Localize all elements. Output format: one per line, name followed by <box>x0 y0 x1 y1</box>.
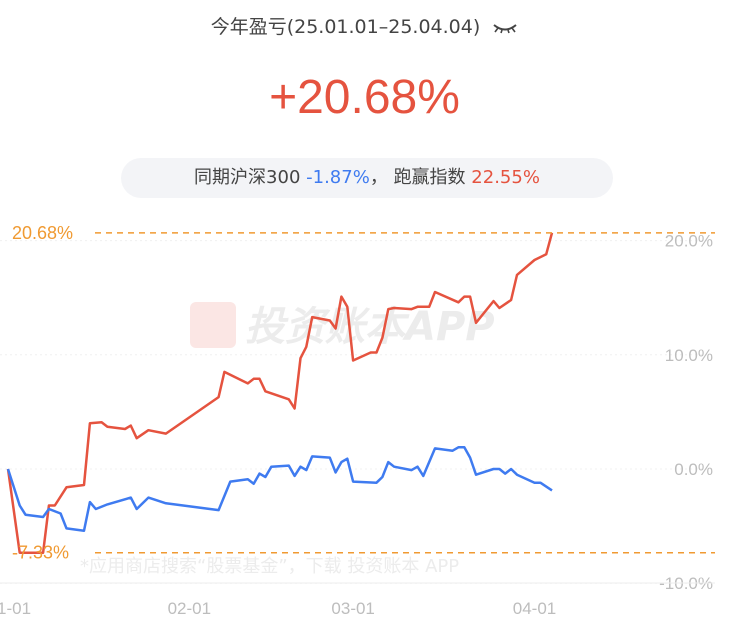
watermark-text: 投资账本APP <box>245 304 495 350</box>
x-tick-label: 04-01 <box>513 599 556 618</box>
beat-value: 22.55% <box>471 167 540 188</box>
period-title: 今年盈亏(25.01.01–25.04.04) <box>0 12 729 39</box>
x-tick-label: 02-01 <box>168 599 211 618</box>
benchmark-return: -1.87% <box>306 167 370 188</box>
y-tick-label: 0.0% <box>674 460 713 479</box>
watermark-footer: *应用商店搜索“股票基金”，下载 投资账本 APP <box>80 556 459 577</box>
max-marker-label: 20.68% <box>12 223 73 243</box>
benchmark-compare: 同期沪深300 -1.87%， 跑赢指数 22.55% <box>121 158 613 198</box>
ytd-return: +20.68% <box>269 71 460 124</box>
y-tick-label: 10.0% <box>665 346 713 365</box>
x-tick-label: 03-01 <box>331 599 374 618</box>
benchmark-label: 同期沪深300 <box>194 167 301 188</box>
y-tick-label: 20.0% <box>665 232 713 251</box>
beat-label: 跑赢指数 <box>393 167 466 188</box>
period-title-text: 今年盈亏(25.01.01–25.04.04) <box>210 16 481 38</box>
x-tick-label: 1-01 <box>0 599 31 618</box>
portfolio-line <box>6 232 554 554</box>
min-marker-label: -7.33% <box>12 543 69 563</box>
eye-closed-icon[interactable] <box>492 17 518 39</box>
separator: ， <box>369 167 388 188</box>
watermark: 投资账本APP *应用商店搜索“股票基金”，下载 投资账本 APP <box>80 302 495 577</box>
y-tick-label: -10.0% <box>659 574 713 593</box>
index-line <box>6 446 553 532</box>
watermark-logo-icon <box>190 302 236 348</box>
